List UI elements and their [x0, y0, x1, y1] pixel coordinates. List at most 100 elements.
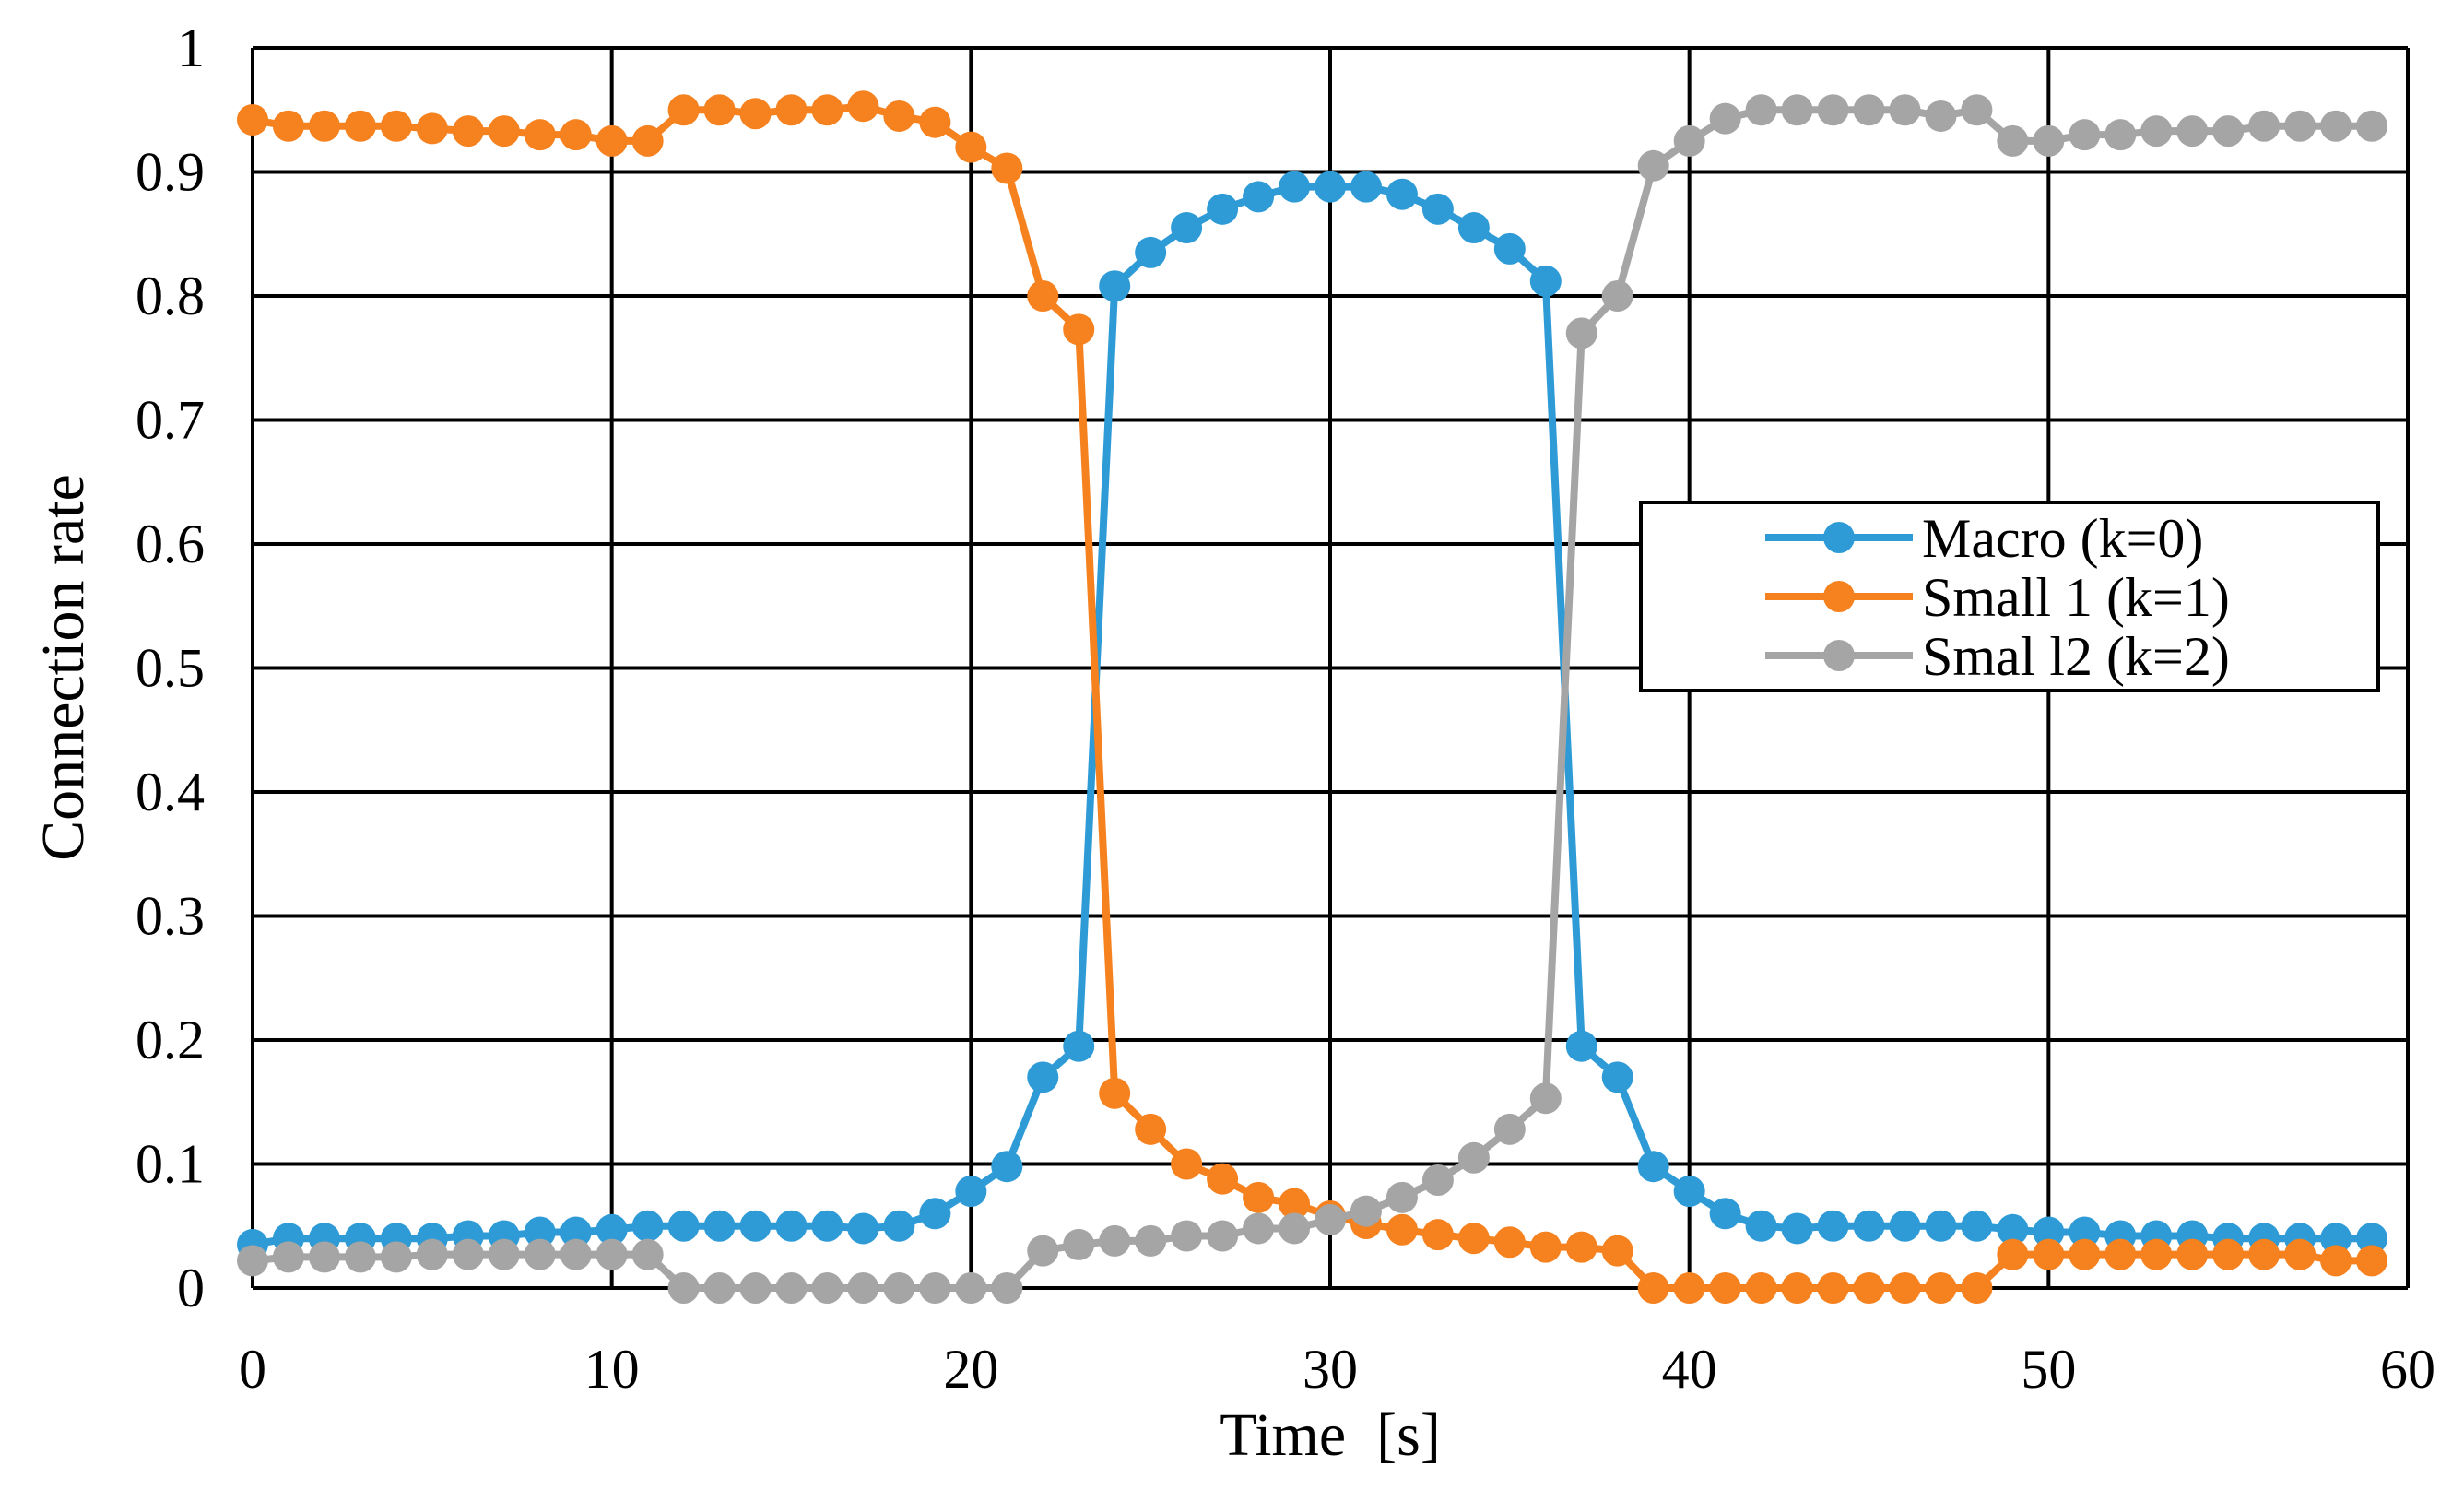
data-point [560, 119, 592, 151]
y-tick-label: 0.1 [136, 1134, 205, 1195]
data-point [1315, 1204, 1346, 1236]
data-point [1135, 1113, 1167, 1145]
data-point [1243, 1181, 1275, 1213]
data-point [1673, 124, 1705, 157]
y-tick-label: 0.6 [136, 514, 205, 574]
data-point [1171, 1148, 1203, 1180]
data-point [1529, 1082, 1562, 1115]
data-point [1925, 1210, 1957, 1242]
legend-entry: Small 1 (k=1) [1922, 567, 2230, 628]
data-point [1781, 1212, 1813, 1245]
x-tick-label: 60 [2380, 1339, 2435, 1400]
data-point [488, 115, 520, 148]
data-point [991, 152, 1023, 184]
data-point [344, 1241, 376, 1273]
data-point [847, 1272, 879, 1304]
data-point [2069, 1216, 2101, 1248]
x-tick-label: 10 [584, 1339, 640, 1400]
data-point [2320, 110, 2352, 142]
data-point [1637, 149, 1669, 182]
y-tick-label: 0 [177, 1258, 205, 1318]
data-point [775, 94, 808, 126]
x-tick-labels: 0 10 20 30 40 50 60 [239, 1339, 2435, 1400]
data-point [739, 98, 772, 130]
legend-marker [1823, 640, 1855, 671]
legend-marker [1823, 522, 1855, 553]
data-point [1889, 1272, 1921, 1304]
data-point [1601, 1235, 1633, 1267]
data-point [1421, 1164, 1454, 1196]
data-point [344, 110, 376, 142]
data-point [739, 1272, 772, 1304]
data-point [1171, 1220, 1203, 1252]
series-0 [237, 171, 2388, 1260]
y-tick-label: 0.5 [136, 638, 205, 699]
data-point [2176, 115, 2209, 148]
data-point [272, 110, 304, 142]
data-point [775, 1272, 808, 1304]
data-point [2356, 1223, 2388, 1255]
data-point [1889, 94, 1921, 126]
data-point [1961, 1272, 1993, 1304]
x-tick-label: 0 [239, 1339, 266, 1400]
data-point [1781, 94, 1813, 126]
data-point [955, 131, 987, 163]
data-point [775, 1210, 808, 1242]
data-point [1529, 265, 1562, 297]
data-point [416, 112, 448, 145]
data-point [883, 100, 915, 132]
data-point [308, 1241, 340, 1273]
data-point [1817, 1210, 1849, 1242]
data-point [1601, 1061, 1633, 1093]
data-point [2212, 1238, 2245, 1270]
x-tick-label: 30 [1303, 1339, 1358, 1400]
data-point [452, 1238, 484, 1270]
x-axis-title: Time [s] [1220, 1401, 1441, 1469]
data-point [1493, 1113, 1526, 1145]
data-point [811, 1272, 843, 1304]
y-tick-label: 0.4 [136, 762, 205, 822]
data-point [1027, 1235, 1059, 1267]
data-point [955, 1272, 987, 1304]
data-point [1171, 212, 1203, 244]
data-point [2033, 1216, 2065, 1248]
data-point [1315, 171, 1346, 203]
data-point [1565, 1231, 1597, 1263]
data-point [1350, 171, 1382, 203]
data-point [2356, 110, 2388, 142]
data-point [524, 119, 556, 151]
data-point [1493, 1226, 1526, 1259]
data-point [955, 1176, 987, 1208]
data-point [1961, 94, 1993, 126]
x-tick-label: 20 [943, 1339, 998, 1400]
y-tick-label: 0.2 [136, 1010, 205, 1070]
horizontal-gridlines [253, 46, 2408, 1290]
data-point [1637, 1272, 1669, 1304]
data-point [1385, 178, 1418, 210]
data-point [237, 104, 268, 136]
data-point [1385, 1181, 1418, 1213]
data-point [1207, 1220, 1239, 1252]
data-point [919, 1198, 951, 1230]
data-point [595, 1213, 628, 1246]
y-tick-label: 0.3 [136, 886, 205, 947]
y-tick-label: 0.8 [136, 266, 205, 326]
data-point [667, 1272, 700, 1304]
data-point [2140, 1238, 2173, 1270]
data-point [237, 1245, 268, 1277]
data-point [2284, 1238, 2317, 1270]
data-point [883, 1272, 915, 1304]
data-point [1961, 1210, 1993, 1242]
data-point [1565, 1030, 1597, 1062]
data-point [560, 1216, 592, 1248]
data-point [1099, 1224, 1131, 1257]
data-point [631, 1210, 664, 1242]
data-point [1673, 1176, 1705, 1208]
data-point [1279, 1188, 1311, 1220]
data-point [595, 1238, 628, 1270]
data-point [1350, 1195, 1382, 1227]
data-point [595, 124, 628, 157]
data-point [524, 1216, 556, 1248]
data-point [2248, 110, 2281, 142]
data-point [2248, 1238, 2281, 1270]
